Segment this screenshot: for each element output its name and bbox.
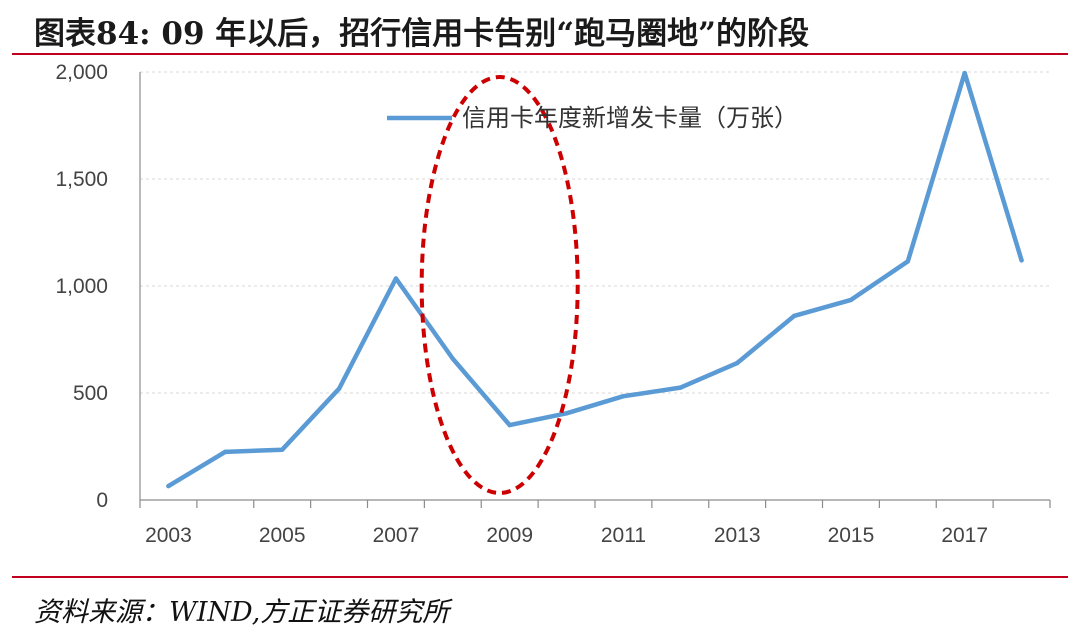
data-point [678,385,683,390]
data-point [621,394,626,399]
axes [139,72,1051,508]
figure-title: 图表84: 09 年以后，招行信用卡告别“跑马圈地”的阶段 [34,16,809,52]
data-point [962,70,967,76]
data-point [1019,258,1024,263]
data-point [564,411,569,416]
data-point [279,447,285,452]
y-tick-label: 1,000 [55,275,108,298]
data-point [166,483,171,489]
data-point [507,422,512,428]
gridlines [140,71,1050,394]
x-tick-label: 2009 [486,524,533,547]
data-point [734,360,740,366]
tick-labels: 0 500 1,000 1,500 2,000 2003 2005 2007 2009 2011 2… [55,61,988,547]
data-point [450,356,456,361]
data-point [393,276,399,281]
annotation-group [419,75,580,495]
data-point [223,449,228,455]
legend-label: 信用卡年度新增发卡量（万张） [462,104,798,132]
data-point [336,386,342,391]
legend: 信用卡年度新增发卡量（万张） [387,104,798,132]
data-point [791,313,797,319]
y-tick-label: 500 [73,382,108,405]
line-chart: 0 500 1,000 1,500 2,000 2003 2005 2007 2009 2011 2… [55,61,1051,547]
data-point [848,297,854,303]
data-point [905,259,911,264]
y-tick-label: 0 [96,489,108,512]
x-tick-label: 2013 [714,524,761,547]
y-tick-label: 2,000 [55,61,108,84]
x-tick-label: 2017 [941,524,988,547]
x-tick-label: 2011 [601,524,646,547]
x-tick-label: 2007 [373,524,420,547]
x-tick-label: 2015 [828,524,875,547]
x-tick-label: 2003 [145,524,192,547]
y-tick-label: 1,500 [55,168,108,191]
series-group [166,70,1024,489]
source-divider [12,576,1068,578]
title-divider [12,53,1068,55]
highlight-ellipse [419,75,580,495]
series-line [166,70,1024,489]
source-note: 资料来源：WIND,方正证券研究所 [34,597,450,628]
x-tick-label: 2005 [259,524,306,547]
